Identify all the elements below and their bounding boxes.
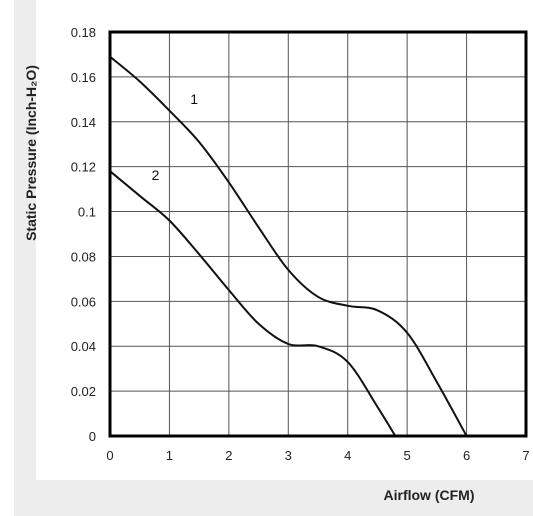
x-tick-label: 4 [344,448,351,463]
y-tick-label: 0.14 [71,115,96,130]
chart-background [36,0,533,480]
y-tick-label: 0 [89,429,96,444]
x-tick-labels: 0 1 2 3 4 5 6 7 [106,448,529,463]
curve-label-2: 2 [152,167,160,183]
x-axis-label: Airflow (CFM) [384,487,475,503]
y-tick-label: 0.08 [71,249,96,264]
x-tick-label: 3 [285,448,292,463]
chart-frame [14,0,533,516]
y-tick-label: 0.16 [71,70,96,85]
y-tick-label: 0.06 [71,294,96,309]
y-tick-label: 0.1 [78,205,96,220]
x-tick-label: 1 [166,448,173,463]
x-tick-label: 0 [106,448,113,463]
x-tick-label: 2 [225,448,232,463]
y-axis-label: Static Pressure (Inch-H₂O) [23,65,39,241]
y-tick-label: 0.02 [71,384,96,399]
plot-border [108,30,528,438]
x-tick-label: 6 [463,448,470,463]
curve-2-line [109,170,397,437]
x-tick-label: 7 [522,448,529,463]
curve-label-1: 1 [190,91,198,107]
x-tick-label: 5 [404,448,411,463]
grid-lines [109,31,527,437]
curve-1-line [109,55,468,437]
curves [109,55,468,437]
curve-labels: 12 [152,91,199,183]
y-tick-labels: 0 0.02 0.04 0.06 0.08 0.1 0.12 0.14 0.16 0.18 [71,25,96,444]
y-tick-label: 0.12 [71,160,96,175]
y-tick-label: 0.04 [71,339,96,354]
y-tick-label: 0.18 [71,25,96,40]
